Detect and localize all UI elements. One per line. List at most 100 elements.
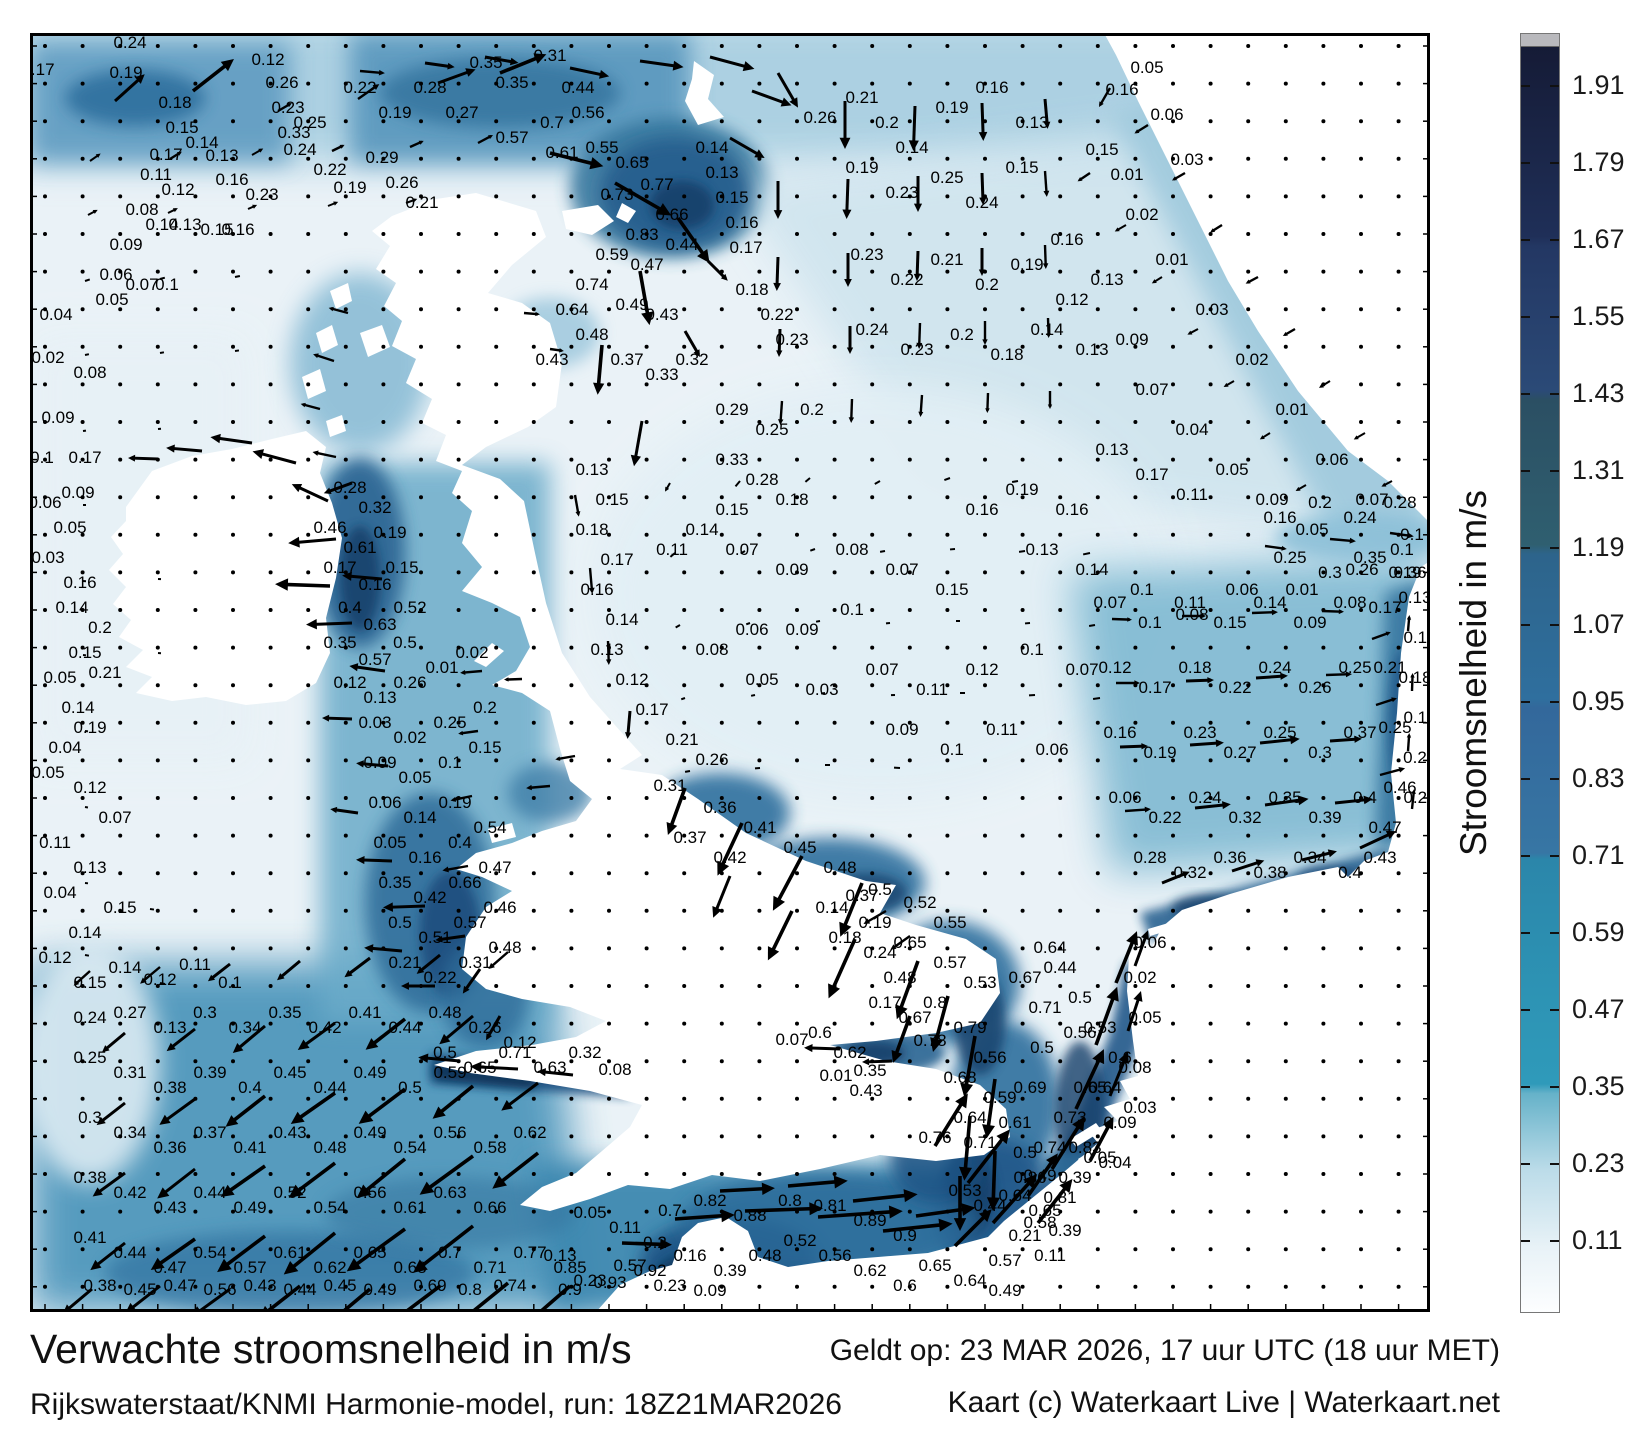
svg-text:0.17: 0.17 <box>635 700 668 719</box>
colorbar-tick <box>1550 84 1559 87</box>
svg-text:0.32: 0.32 <box>358 498 391 517</box>
svg-text:0.28: 0.28 <box>333 478 366 497</box>
svg-text:0.5: 0.5 <box>1030 1038 1054 1057</box>
svg-text:0.2: 0.2 <box>643 1233 667 1252</box>
svg-text:0.13: 0.13 <box>1090 270 1123 289</box>
svg-text:0.02: 0.02 <box>393 728 426 747</box>
svg-text:0.14: 0.14 <box>685 520 718 539</box>
svg-text:0.19: 0.19 <box>373 523 406 542</box>
svg-text:0.47: 0.47 <box>478 858 511 877</box>
svg-text:0.05: 0.05 <box>398 768 431 787</box>
svg-text:0.16: 0.16 <box>1103 723 1136 742</box>
svg-text:0.25: 0.25 <box>73 1048 106 1067</box>
svg-text:0.32: 0.32 <box>675 350 708 369</box>
svg-text:0.37: 0.37 <box>673 828 706 847</box>
svg-text:0.11: 0.11 <box>39 833 71 852</box>
svg-text:0.53: 0.53 <box>948 1181 981 1200</box>
svg-text:0.12: 0.12 <box>143 970 176 989</box>
svg-text:0.12: 0.12 <box>161 180 194 199</box>
svg-text:0.1: 0.1 <box>438 753 462 772</box>
svg-text:0.1: 0.1 <box>1138 613 1162 632</box>
svg-text:0.2: 0.2 <box>950 325 974 344</box>
svg-text:0.42: 0.42 <box>113 1183 146 1202</box>
svg-text:0.22: 0.22 <box>1148 808 1181 827</box>
svg-text:0.49: 0.49 <box>363 1280 396 1299</box>
svg-text:0.48: 0.48 <box>823 858 856 877</box>
svg-text:0.12: 0.12 <box>503 1033 536 1052</box>
svg-text:0.57: 0.57 <box>233 1258 266 1277</box>
svg-text:0.53: 0.53 <box>1083 1018 1116 1037</box>
island-hebrides-3 <box>302 369 326 399</box>
svg-text:0.56: 0.56 <box>1063 1023 1096 1042</box>
svg-text:0.67: 0.67 <box>1008 968 1041 987</box>
island-wadden-2 <box>1194 903 1236 920</box>
svg-text:0.49: 0.49 <box>615 295 648 314</box>
island-channel-1 <box>698 1281 706 1289</box>
svg-text:0.27: 0.27 <box>1223 743 1256 762</box>
svg-text:0.34: 0.34 <box>113 1123 146 1142</box>
colorbar-tick <box>1550 623 1559 626</box>
svg-text:0.8: 0.8 <box>778 1191 802 1210</box>
svg-text:0.05: 0.05 <box>53 518 86 537</box>
svg-text:0.24: 0.24 <box>283 140 316 159</box>
svg-text:0.14: 0.14 <box>55 598 88 617</box>
svg-text:0.13: 0.13 <box>575 460 608 479</box>
svg-text:0.48: 0.48 <box>428 1003 461 1022</box>
svg-text:0.11: 0.11 <box>656 540 688 559</box>
svg-text:0.14: 0.14 <box>61 698 94 717</box>
svg-text:0.07: 0.07 <box>1065 660 1098 679</box>
svg-text:0.18: 0.18 <box>828 928 861 947</box>
colorbar-tick <box>1550 1009 1559 1012</box>
svg-text:0.45: 0.45 <box>783 838 816 857</box>
svg-text:0.66: 0.66 <box>473 1198 506 1217</box>
svg-text:0.65: 0.65 <box>1028 1201 1061 1220</box>
svg-text:0.65: 0.65 <box>1073 1078 1106 1097</box>
svg-text:0.11: 0.11 <box>140 165 172 184</box>
svg-text:0.54: 0.54 <box>473 818 506 837</box>
svg-text:0.13: 0.13 <box>1398 588 1430 607</box>
svg-text:0.5: 0.5 <box>1068 988 1092 1007</box>
land-norway <box>1104 33 1430 523</box>
svg-text:0.06: 0.06 <box>1133 933 1166 952</box>
svg-text:0.13: 0.13 <box>73 858 106 877</box>
svg-text:0.43: 0.43 <box>153 1198 186 1217</box>
island-hebrides-1 <box>330 283 352 309</box>
svg-text:0.25: 0.25 <box>1338 658 1371 677</box>
colorbar-tick <box>1521 700 1530 703</box>
svg-text:0.77: 0.77 <box>640 175 673 194</box>
colorbar-tick-label: 1.19 <box>1572 531 1625 562</box>
svg-text:0.17: 0.17 <box>1138 678 1171 697</box>
island-delta-1 <box>1070 1123 1102 1147</box>
map-frame <box>30 33 1430 1312</box>
svg-text:0.5: 0.5 <box>388 913 412 932</box>
svg-text:0.35: 0.35 <box>495 73 528 92</box>
svg-text:0.45: 0.45 <box>323 1276 356 1295</box>
svg-text:0.06: 0.06 <box>1035 740 1068 759</box>
svg-text:0.16: 0.16 <box>975 78 1008 97</box>
land-continent <box>596 561 1430 1312</box>
svg-text:0.06: 0.06 <box>99 265 132 284</box>
svg-text:0.51: 0.51 <box>418 928 451 947</box>
svg-text:0.49: 0.49 <box>988 1281 1021 1300</box>
colorbar-tick-label: 1.07 <box>1572 608 1625 639</box>
svg-text:0.17: 0.17 <box>30 60 55 79</box>
svg-text:0.35: 0.35 <box>853 1061 886 1080</box>
svg-text:0.44: 0.44 <box>193 1183 226 1202</box>
svg-text:0.66: 0.66 <box>655 205 688 224</box>
svg-text:0.36: 0.36 <box>153 1138 186 1157</box>
svg-text:0.17: 0.17 <box>149 145 182 164</box>
svg-text:0.86: 0.86 <box>1013 1168 1046 1187</box>
svg-text:0.25: 0.25 <box>293 113 326 132</box>
svg-text:0.1: 0.1 <box>30 448 54 467</box>
svg-text:0.65: 0.65 <box>615 153 648 172</box>
svg-text:0.47: 0.47 <box>153 1258 186 1277</box>
svg-text:0.1: 0.1 <box>940 740 964 759</box>
svg-text:0.1: 0.1 <box>155 275 179 294</box>
island-channel-2 <box>722 1287 730 1295</box>
svg-text:0.07: 0.07 <box>1135 380 1168 399</box>
colorbar-tick-label: 0.71 <box>1572 840 1625 871</box>
colorbar-tick-label: 1.55 <box>1572 300 1625 331</box>
svg-text:0.44: 0.44 <box>561 78 594 97</box>
svg-text:0.18: 0.18 <box>735 280 768 299</box>
svg-text:0.74: 0.74 <box>1033 1138 1066 1157</box>
